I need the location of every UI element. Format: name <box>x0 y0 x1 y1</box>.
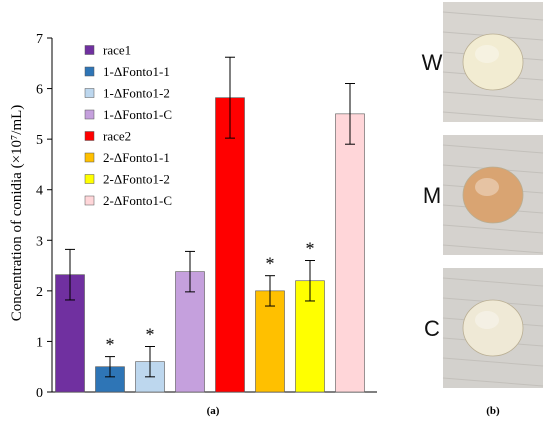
fungal-colony <box>462 33 524 91</box>
fungal-colony <box>462 299 524 357</box>
bar <box>255 290 285 393</box>
panel-label-a: (a) <box>207 405 220 417</box>
y-tick-label: 1 <box>36 335 43 350</box>
legend-label: race1 <box>103 43 131 58</box>
cloth-texture <box>442 224 544 234</box>
legend-swatch <box>84 131 95 141</box>
colony-photo <box>442 2 544 122</box>
y-tick-label: 5 <box>36 133 43 148</box>
significance-star: * <box>146 324 155 344</box>
legend-label: 1-ΔFonto1-2 <box>103 86 170 101</box>
colony-highlight <box>475 178 499 196</box>
legend-label: 2-ΔFonto1-C <box>103 193 172 208</box>
y-tick-label: 0 <box>36 386 43 401</box>
y-tick-label: 4 <box>36 184 43 199</box>
legend-label: 1-ΔFonto1-C <box>103 107 172 122</box>
legend-label: 2-ΔFonto1-2 <box>103 172 170 187</box>
legend-label: 1-ΔFonto1-1 <box>103 64 170 79</box>
cloth-texture <box>442 244 544 254</box>
significance-star: * <box>306 239 315 259</box>
y-axis-title: Concentration of conidia (×10⁷/mL) <box>9 105 25 322</box>
photo-letter: W <box>422 50 443 75</box>
legend-swatch <box>84 45 95 55</box>
bar <box>95 366 125 393</box>
colony-highlight <box>475 45 499 63</box>
cloth-texture <box>442 144 544 154</box>
legend-swatch <box>84 195 95 206</box>
cloth-texture <box>442 111 544 121</box>
colony-photo <box>442 135 544 255</box>
legend-swatch <box>84 174 95 184</box>
cloth-texture <box>442 277 544 287</box>
bar <box>335 113 365 393</box>
y-tick-label: 6 <box>36 83 43 98</box>
legend-swatch <box>84 66 95 77</box>
photo-letter: C <box>424 316 440 341</box>
cloth-texture <box>442 91 544 101</box>
legend-swatch <box>84 152 95 163</box>
panel-label-b: (b) <box>486 405 500 417</box>
bar <box>215 97 245 393</box>
photo-letter: M <box>423 183 441 208</box>
legend-label: race2 <box>103 129 131 144</box>
y-tick-label: 2 <box>36 285 43 300</box>
photo-panel: W M C <box>422 2 544 388</box>
bar-group: * * * * <box>55 56 365 393</box>
significance-star: * <box>106 335 115 355</box>
legend-swatch <box>84 88 95 98</box>
legend: race1 1-ΔFonto1-1 1-ΔFonto1-2 1-ΔFonto1-C ra… <box>84 43 172 208</box>
chart-axes: 0 1 2 3 4 5 6 7 <box>36 32 377 401</box>
colony-photo <box>442 268 544 388</box>
cloth-texture <box>442 377 544 387</box>
colony-highlight <box>475 311 499 329</box>
cloth-texture <box>442 357 544 367</box>
legend-swatch <box>84 109 95 120</box>
cloth-texture <box>442 11 544 21</box>
fungal-colony <box>462 166 524 224</box>
y-tick-label: 7 <box>36 32 43 47</box>
y-tick-label: 3 <box>36 234 43 249</box>
significance-star: * <box>266 254 275 274</box>
legend-label: 2-ΔFonto1-1 <box>103 150 170 165</box>
